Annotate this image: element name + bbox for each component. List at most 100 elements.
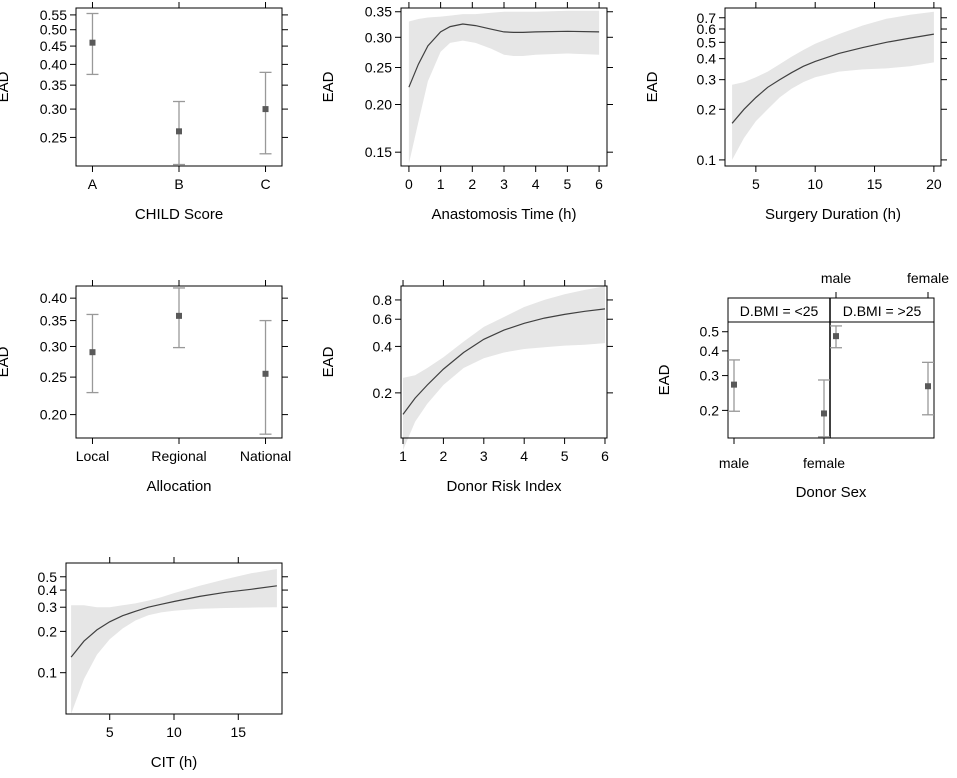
y-axis-title: EAD bbox=[0, 346, 12, 377]
panel-frame bbox=[400, 285, 608, 439]
x-tick-label: male bbox=[719, 455, 750, 471]
x-tick-label: 2 bbox=[440, 448, 448, 464]
x-tick-label: 20 bbox=[926, 176, 942, 192]
x-axis-title: Allocation bbox=[146, 478, 211, 495]
x-axis-title: Surgery Duration (h) bbox=[765, 206, 901, 223]
x-tick-label: 15 bbox=[230, 724, 246, 740]
y-tick-label: 0.20 bbox=[40, 407, 67, 423]
y-tick-label: 0.3 bbox=[697, 72, 717, 88]
y-tick-label: 0.5 bbox=[697, 34, 717, 50]
effect-line bbox=[402, 308, 606, 415]
y-axis-title: EAD bbox=[320, 71, 337, 102]
x-tick-label: 3 bbox=[480, 448, 488, 464]
x-tick-label: Regional bbox=[151, 448, 206, 464]
effect-line bbox=[731, 33, 934, 124]
y-tick-label: 0.30 bbox=[40, 101, 67, 117]
x-axis-title: Anastomosis Time (h) bbox=[431, 206, 576, 223]
y-tick-label: 0.7 bbox=[697, 10, 717, 26]
y-tick-label: 0.35 bbox=[40, 313, 67, 329]
y-tick-label: 0.25 bbox=[365, 60, 392, 76]
y-axis-title: EAD bbox=[0, 623, 2, 654]
x-tick-label: 10 bbox=[166, 724, 182, 740]
y-tick-label: 0.5 bbox=[700, 324, 720, 340]
y-tick-label: 0.3 bbox=[38, 599, 58, 615]
x-tick-label-top: female bbox=[907, 270, 949, 286]
y-tick-label: 0.8 bbox=[373, 292, 393, 308]
x-tick-label: C bbox=[260, 176, 270, 192]
y-axis-title: EAD bbox=[656, 364, 673, 395]
point-estimate bbox=[833, 333, 839, 340]
point-estimate bbox=[821, 410, 827, 417]
y-tick-label: 0.2 bbox=[38, 623, 58, 639]
x-tick-label: 5 bbox=[563, 176, 571, 192]
x-tick-label: A bbox=[88, 176, 98, 192]
point-estimate bbox=[89, 349, 96, 356]
y-tick-label: 0.4 bbox=[697, 51, 717, 67]
y-tick-label: 0.25 bbox=[40, 369, 67, 385]
y-axis-title: EAD bbox=[644, 71, 661, 102]
x-tick-label: 2 bbox=[468, 176, 476, 192]
effect-line bbox=[70, 585, 277, 658]
y-tick-label: 0.2 bbox=[373, 385, 393, 401]
x-axis-title: Donor Sex bbox=[796, 484, 867, 501]
x-tick-label: 1 bbox=[399, 448, 407, 464]
x-tick-label: 5 bbox=[752, 176, 760, 192]
y-tick-label: 0.5 bbox=[38, 569, 58, 585]
y-tick-label: 0.35 bbox=[365, 4, 392, 20]
confidence-band bbox=[403, 286, 605, 451]
point-estimate bbox=[925, 383, 931, 390]
confidence-band bbox=[408, 10, 600, 164]
x-tick-label: 5 bbox=[106, 724, 114, 740]
x-tick-label: female bbox=[803, 455, 845, 471]
y-tick-label: 0.30 bbox=[365, 29, 392, 45]
y-tick-label: 0.4 bbox=[373, 338, 393, 354]
x-tick-label: 3 bbox=[500, 176, 508, 192]
confidence-band bbox=[71, 569, 277, 714]
point-estimate bbox=[176, 128, 182, 135]
x-tick-label-top: male bbox=[821, 270, 852, 286]
y-tick-label: 0.3 bbox=[700, 368, 720, 384]
y-tick-label: 0.20 bbox=[365, 96, 392, 112]
point-estimate bbox=[262, 370, 269, 377]
x-tick-label: 6 bbox=[595, 176, 603, 192]
panel-frame bbox=[724, 7, 942, 167]
y-tick-label: 0.1 bbox=[697, 152, 717, 168]
x-tick-label: 10 bbox=[807, 176, 823, 192]
x-axis-title: CIT (h) bbox=[151, 754, 197, 771]
y-tick-label: 0.35 bbox=[40, 77, 67, 93]
y-tick-label: 0.2 bbox=[700, 402, 720, 418]
x-tick-label: 0 bbox=[405, 176, 413, 192]
x-axis-title: Donor Risk Index bbox=[446, 478, 562, 495]
y-tick-label: 0.4 bbox=[38, 582, 58, 598]
x-axis-title: CHILD Score bbox=[135, 206, 223, 223]
y-tick-label: 0.50 bbox=[40, 22, 67, 38]
point-estimate bbox=[89, 39, 96, 46]
y-axis-title: EAD bbox=[320, 346, 337, 377]
y-tick-label: 0.1 bbox=[38, 665, 58, 681]
y-tick-label: 0.15 bbox=[365, 144, 392, 160]
strip-label: D.BMI = >25 bbox=[843, 303, 922, 319]
y-tick-label: 0.40 bbox=[40, 56, 67, 72]
effect-line bbox=[408, 23, 600, 88]
y-tick-label: 0.6 bbox=[373, 311, 393, 327]
strip-label: D.BMI = <25 bbox=[740, 303, 819, 319]
x-tick-label: B bbox=[174, 176, 183, 192]
y-tick-label: 0.40 bbox=[40, 290, 67, 306]
y-axis-title: EAD bbox=[0, 71, 12, 102]
point-estimate bbox=[731, 381, 737, 388]
y-tick-label: 0.55 bbox=[40, 7, 67, 23]
x-tick-label: National bbox=[240, 448, 291, 464]
x-tick-label: 15 bbox=[867, 176, 883, 192]
point-estimate bbox=[176, 312, 182, 319]
y-tick-label: 0.4 bbox=[700, 343, 720, 359]
x-tick-label: 6 bbox=[601, 448, 609, 464]
x-tick-label: 5 bbox=[561, 448, 569, 464]
confidence-band bbox=[732, 11, 934, 160]
y-tick-label: 0.2 bbox=[697, 101, 717, 117]
x-tick-label: 4 bbox=[520, 448, 528, 464]
panel-frame bbox=[727, 297, 935, 439]
y-tick-label: 0.45 bbox=[40, 38, 67, 54]
y-tick-label: 0.30 bbox=[40, 338, 67, 354]
x-tick-label: 1 bbox=[437, 176, 445, 192]
